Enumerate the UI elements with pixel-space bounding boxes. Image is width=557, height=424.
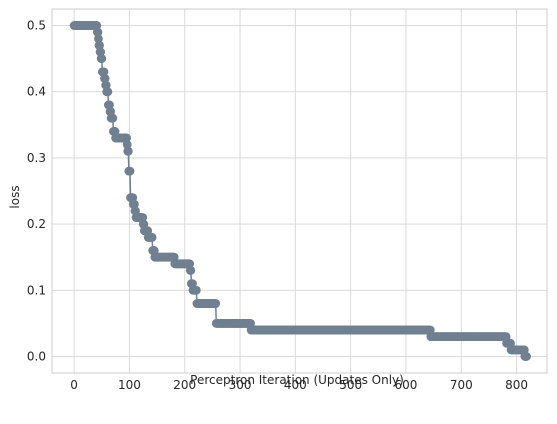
data-point (92, 21, 102, 30)
x-tick-label: 800 (505, 378, 528, 392)
data-point (123, 146, 133, 156)
data-point (519, 345, 529, 355)
data-point (186, 266, 196, 275)
data-point (131, 206, 140, 216)
data-point (139, 219, 149, 229)
data-point (96, 47, 106, 57)
y-tick-label: 0.4 (27, 85, 46, 99)
data-point (143, 226, 153, 236)
x-tick-labels: 0 100 200 300 400 500 600 700 800 (70, 378, 528, 392)
y-axis-label: loss (8, 185, 22, 208)
data-point (100, 74, 110, 83)
grid-lines (52, 9, 547, 373)
data-point (506, 338, 515, 348)
data-point (149, 246, 159, 255)
data-point (95, 41, 104, 50)
data-point (130, 199, 139, 209)
data-point (99, 67, 109, 77)
data-point (188, 279, 197, 289)
data-point (108, 113, 118, 123)
data-point (125, 166, 135, 176)
data-point (425, 325, 435, 335)
x-tick-label: 200 (173, 378, 196, 392)
y-tick-label: 0.0 (27, 349, 46, 363)
data-point (138, 213, 148, 222)
data-point (110, 127, 120, 136)
data-point (97, 54, 107, 64)
x-tick-label: 600 (395, 378, 418, 392)
data-point (191, 285, 201, 295)
y-tick-label: 0.5 (27, 19, 46, 33)
data-point (122, 140, 132, 150)
data-point (94, 34, 103, 44)
y-tick-label: 0.3 (27, 151, 46, 165)
x-tick-label: 700 (450, 378, 473, 392)
x-tick-label: 500 (339, 378, 362, 392)
data-point (103, 87, 113, 97)
y-tick-label: 0.2 (27, 217, 46, 231)
plot-frame (51, 8, 548, 374)
x-tick-label: 400 (284, 378, 307, 392)
data-point (93, 27, 103, 37)
data-point (211, 299, 221, 308)
x-tick-label: 0 (70, 378, 78, 392)
data-point (501, 332, 511, 341)
data-point (522, 352, 531, 361)
data-point (101, 80, 111, 90)
x-tick-label: 300 (229, 378, 252, 392)
loss-series (69, 21, 531, 361)
x-tick-label: 100 (118, 378, 141, 392)
y-tick-labels: 0.0 0.1 0.2 0.3 0.4 0.5 (27, 19, 46, 364)
data-point (122, 133, 132, 143)
data-point (246, 318, 255, 328)
data-point (128, 193, 138, 203)
data-point (169, 252, 179, 262)
data-point (106, 107, 116, 116)
data-point (105, 100, 114, 110)
loss-line (74, 24, 527, 358)
y-tick-label: 0.1 (27, 283, 46, 297)
x-axis-label: Perceptron Iteration (Updates Only) (190, 373, 404, 387)
data-point (147, 232, 157, 242)
data-point (185, 259, 195, 269)
plot-border (51, 8, 548, 374)
